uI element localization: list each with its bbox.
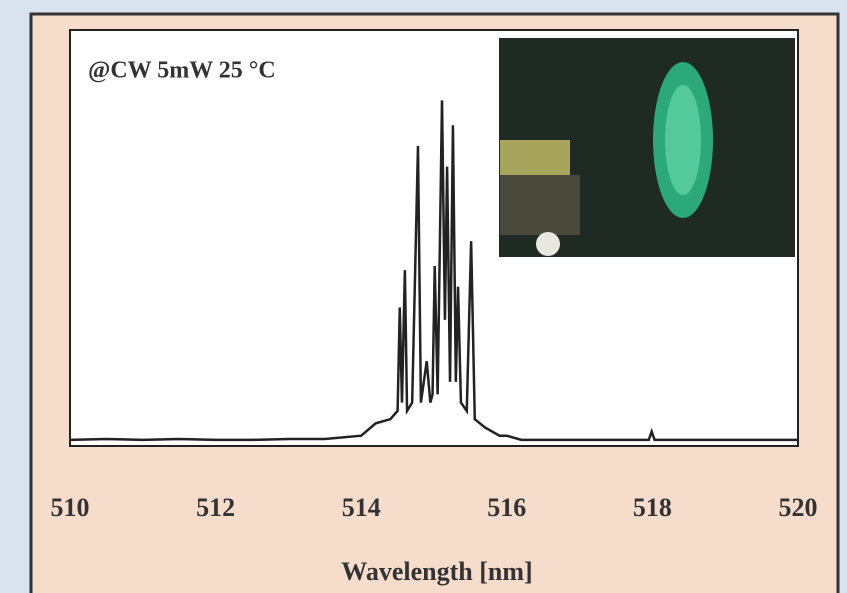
spectrum-line	[69, 100, 798, 442]
x-axis-label: Wavelength [nm]	[341, 557, 532, 586]
photo-device	[500, 140, 570, 180]
inset-photo	[499, 38, 795, 257]
x-tick-label: 514	[342, 493, 381, 522]
x-tick-label: 512	[196, 493, 235, 522]
x-tick-label: 518	[633, 493, 672, 522]
photo-beam-core	[665, 85, 701, 195]
photo-lens	[536, 232, 560, 256]
x-tick-label: 520	[779, 493, 818, 522]
photo-device-body	[500, 175, 580, 235]
annotation: @CW 5mW 25 °C	[88, 58, 276, 84]
x-tick-label: 516	[487, 493, 526, 522]
x-tick-label: 510	[51, 493, 90, 522]
